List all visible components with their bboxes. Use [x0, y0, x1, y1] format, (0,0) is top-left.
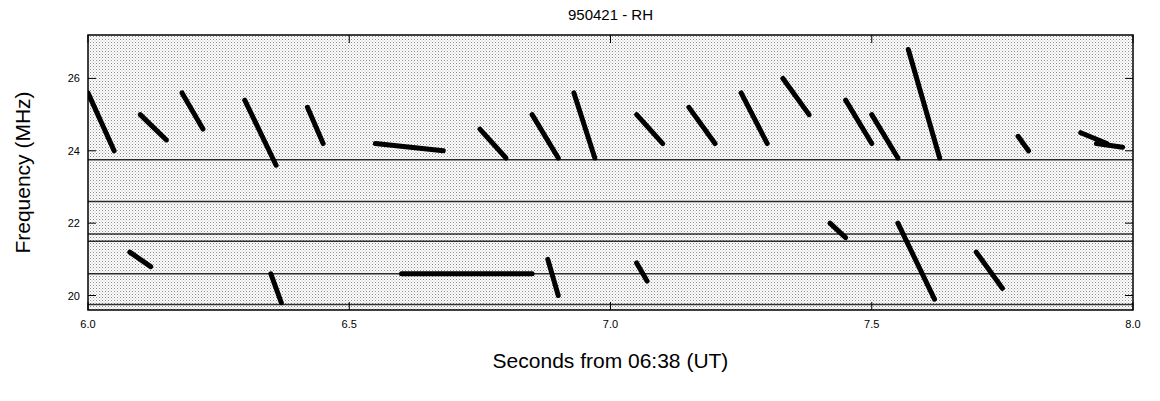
title: 950421 - RH	[568, 6, 653, 23]
x-tick-label: 7.5	[864, 318, 879, 330]
y-tick	[88, 223, 96, 224]
burst	[245, 100, 276, 165]
x-tick	[1133, 35, 1134, 43]
burst	[908, 49, 939, 158]
burst	[480, 129, 506, 158]
burst	[182, 93, 203, 129]
burst	[140, 115, 166, 140]
burst	[872, 115, 898, 158]
burst	[130, 252, 151, 266]
y-tick	[88, 150, 96, 151]
x-tick	[88, 35, 89, 43]
x-tick	[871, 302, 872, 310]
y-tick	[1125, 223, 1133, 224]
y-tick	[88, 295, 96, 296]
y-tick-label: 26	[68, 72, 80, 84]
burst	[637, 263, 647, 281]
burst	[548, 259, 558, 295]
interference-line	[88, 241, 1133, 243]
plot-area	[88, 49, 1133, 304]
y-tick	[1125, 150, 1133, 151]
y-tick-label: 20	[68, 290, 80, 302]
y-tick-label: 22	[68, 217, 80, 229]
x-tick	[88, 302, 89, 310]
x-tick-label: 8.0	[1125, 318, 1140, 330]
burst	[1018, 136, 1028, 150]
burst	[689, 107, 715, 143]
y-tick	[1125, 78, 1133, 79]
x-tick	[1133, 302, 1134, 310]
background	[88, 35, 1133, 310]
burst	[402, 271, 533, 276]
burst	[88, 93, 114, 151]
interference-line	[88, 273, 1133, 275]
y-tick-label: 24	[68, 145, 80, 157]
burst	[574, 93, 595, 158]
burst	[741, 93, 767, 144]
burst	[532, 115, 558, 158]
burst	[307, 107, 323, 143]
burst	[783, 78, 809, 114]
x-tick-label: 6.0	[80, 318, 95, 330]
burst	[637, 115, 663, 144]
interference-line	[88, 159, 1133, 161]
burst	[375, 144, 443, 151]
interference-line	[88, 201, 1133, 203]
x-tick	[349, 35, 350, 43]
burst	[1081, 133, 1107, 144]
burst	[830, 223, 846, 237]
burst	[976, 252, 1002, 288]
x-tick	[610, 302, 611, 310]
x-tick	[349, 302, 350, 310]
x-tick	[871, 35, 872, 43]
burst	[898, 223, 935, 299]
interference-line	[88, 233, 1133, 235]
y-tick	[1125, 295, 1133, 296]
burst	[846, 100, 872, 143]
x-tick-label: 7.0	[603, 318, 618, 330]
burst	[1096, 144, 1122, 148]
x-tick-label: 6.5	[342, 318, 357, 330]
x-axis-title: Seconds from 06:38 (UT)	[493, 349, 729, 372]
y-axis-title: Frequency (MHz)	[11, 91, 34, 253]
y-tick	[88, 78, 96, 79]
x-tick	[610, 35, 611, 43]
frame	[88, 35, 1133, 310]
chart: 6.0 6.5 7.0 7.5 8.0 20 22 24 26 950421 - RH Second…	[0, 0, 1160, 401]
burst	[271, 274, 281, 303]
